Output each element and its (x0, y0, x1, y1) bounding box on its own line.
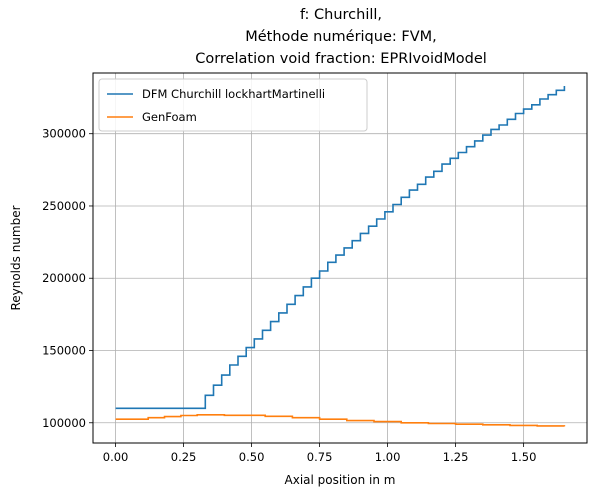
y-tick-label: 150000 (42, 344, 86, 358)
y-tick-label: 200000 (42, 271, 86, 285)
chart-title-line-3: Correlation void fraction: EPRIvoidModel (195, 51, 487, 67)
x-tick-label: 1.50 (511, 450, 537, 464)
y-axis-label: Reynolds number (9, 205, 23, 310)
chart-title: f: Churchill, Méthode numérique: FVM, Co… (195, 7, 487, 67)
y-tick-label: 250000 (42, 199, 86, 213)
chart-title-line-2: Méthode numérique: FVM, (245, 29, 437, 45)
series-lines (115, 86, 566, 427)
legend-label-dfm: DFM Churchill lockhartMartinelli (142, 87, 325, 101)
x-tick-label: 1.25 (443, 450, 469, 464)
legend-label-genfoam: GenFoam (142, 110, 197, 124)
series-line-1 (115, 414, 566, 427)
y-axis-ticks: 100000 150000 200000 250000 300000 (42, 127, 93, 430)
chart-title-line-1: f: Churchill, (300, 7, 382, 23)
x-tick-label: 0.50 (239, 450, 265, 464)
y-tick-label: 100000 (42, 416, 86, 430)
x-tick-label: 1.00 (375, 450, 401, 464)
y-tick-label: 300000 (42, 127, 86, 141)
series-line-0 (115, 86, 566, 410)
legend-box (98, 78, 368, 132)
grid-lines (93, 73, 587, 443)
x-axis-label: Axial position in m (285, 473, 396, 487)
x-tick-label: 0.25 (171, 450, 197, 464)
plot-area-frame (92, 72, 588, 444)
x-tick-label: 0.75 (307, 450, 333, 464)
x-tick-label: 0.00 (103, 450, 129, 464)
x-axis-ticks: 0.00 0.25 0.50 0.75 1.00 1.25 1.50 (103, 443, 537, 464)
legend: DFM Churchill lockhartMartinelli GenFoam (98, 78, 368, 132)
